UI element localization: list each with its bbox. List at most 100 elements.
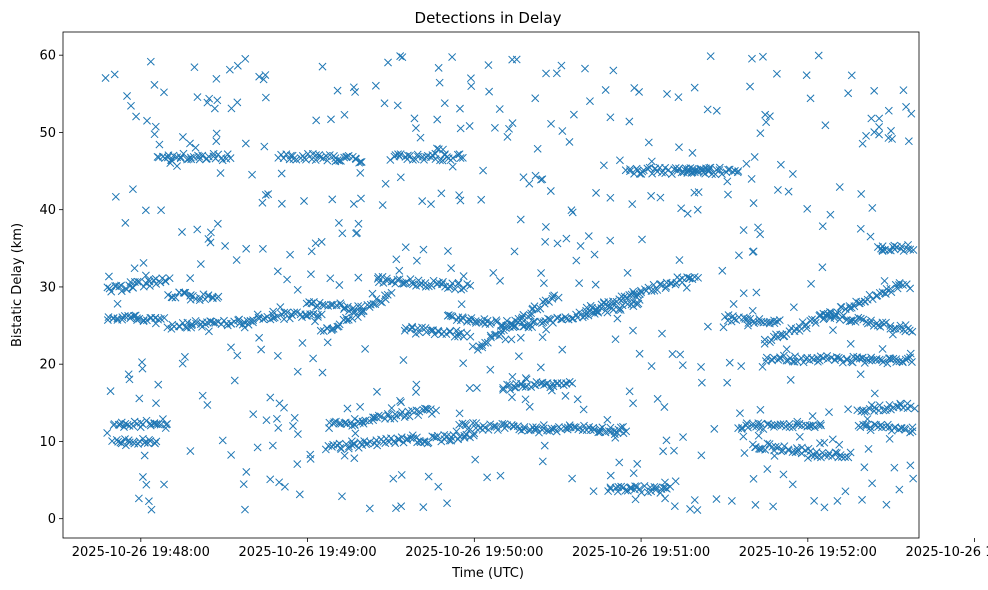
data-point [248,170,257,179]
data-point [387,277,396,286]
data-point [543,426,552,435]
data-point [154,315,163,324]
data-point [338,492,346,501]
data-point [816,453,825,462]
data-point [486,365,495,374]
data-point [261,93,270,102]
data-point [351,88,360,96]
data-point [610,430,619,439]
data-point [686,505,695,513]
data-point [448,154,457,163]
data-point [379,278,388,287]
data-point [230,376,239,385]
data-point [584,232,593,241]
data-point [249,316,257,325]
data-point [777,447,786,456]
data-point [472,419,481,428]
data-point [448,53,457,62]
data-point [276,303,285,312]
data-point [886,284,895,293]
data-point [467,82,476,91]
data-point [203,401,212,409]
data-point [547,386,556,395]
data-point [888,242,897,251]
data-point [592,188,601,197]
data-point [195,155,204,164]
data-point [516,333,525,342]
data-point [765,112,774,121]
data-point [393,275,402,284]
data-point [724,165,733,174]
data-point [392,255,401,264]
data-point [593,304,602,312]
data-point [451,285,460,294]
data-point [318,62,327,71]
data-point [717,170,726,178]
data-point [688,148,697,157]
data-point [897,242,906,251]
data-point [748,247,757,256]
data-point [789,303,798,312]
data-point [471,317,480,326]
data-point [828,435,837,444]
data-point [142,480,151,489]
data-point [261,190,270,199]
data-point [121,419,130,428]
data-point [212,74,221,83]
data-point [775,316,784,325]
data-point [241,505,249,514]
data-point [340,153,349,162]
data-point [154,380,163,389]
data-point [226,154,235,163]
data-point [117,439,126,448]
data-point [186,139,194,148]
data-point [833,496,842,505]
data-point [155,140,164,149]
data-point [351,154,360,163]
data-point [890,463,899,472]
data-point [635,349,644,358]
data-point [328,195,337,204]
data-point [601,86,610,94]
data-point [875,401,884,410]
data-point [887,126,895,135]
data-point [758,52,767,61]
data-point [841,487,850,496]
data-point [383,409,392,418]
data-point [852,297,861,306]
data-point [381,179,390,188]
data-point [625,117,634,126]
data-point [606,236,615,245]
data-point [241,54,250,63]
data-point [762,118,771,127]
data-point [590,309,599,318]
data-point [854,313,863,322]
data-point [103,316,112,325]
data-point [694,273,703,282]
data-point [568,208,577,217]
data-point [637,169,646,178]
data-point [469,418,477,427]
data-point [372,294,381,303]
data-point [262,416,271,425]
data-point [516,215,525,224]
data-point [416,133,425,142]
data-point [403,151,412,160]
data-point [443,247,452,255]
data-point [616,423,625,432]
data-point [867,316,875,325]
data-point [710,424,719,433]
data-point [527,309,536,318]
data-point [127,101,135,110]
data-point [164,291,173,299]
data-point [508,372,517,381]
data-point [735,409,744,418]
data-point [704,167,713,176]
data-point [609,66,618,75]
data-point [611,335,620,344]
data-point [795,326,804,335]
data-point [317,237,326,246]
data-point [876,322,885,331]
data-point [223,150,232,159]
data-point [510,247,519,256]
